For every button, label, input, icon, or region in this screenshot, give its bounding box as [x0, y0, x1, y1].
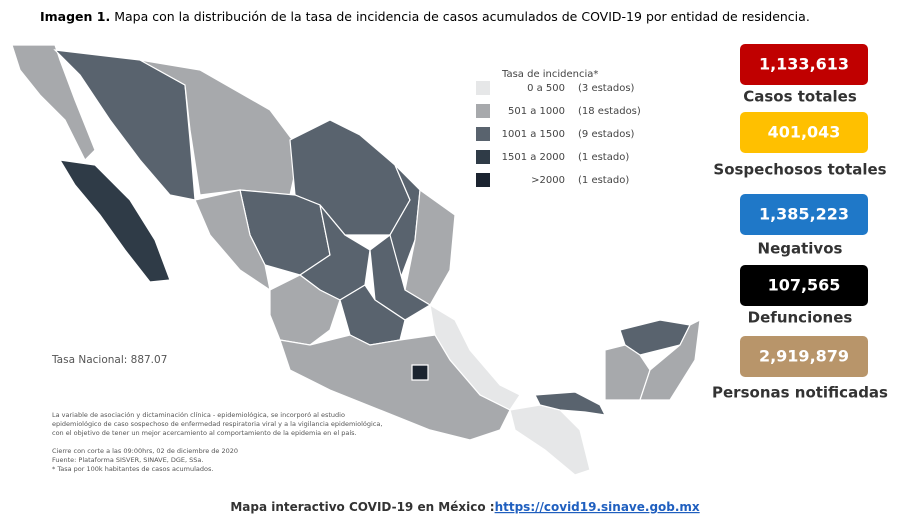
legend-swatch [476, 104, 490, 118]
stat-label: Defunciones [748, 309, 853, 327]
legend-range: >2000 [531, 175, 565, 186]
stat-value: 2,919,879 [759, 347, 849, 366]
header-label: Imagen 1. [40, 9, 110, 24]
legend-range: 501 a 1000 [508, 106, 565, 117]
legend: Tasa de incidencia* 0 a 500 (3 estados) 50… [476, 69, 641, 187]
footer-text: Mapa interactivo COVID-19 en México : [230, 500, 494, 514]
state [58, 159, 171, 283]
legend-swatch [476, 127, 490, 141]
stat-label: Casos totales [743, 88, 857, 106]
note: Cierre con corte a las 09:00hrs, 02 de d… [52, 447, 238, 455]
legend-count: (1 estado) [578, 152, 629, 163]
stat-label: Sospechosos totales [713, 161, 886, 179]
stat-box [740, 194, 868, 235]
legend-count: (3 estados) [578, 83, 635, 94]
state [411, 364, 429, 381]
national-rate: Tasa Nacional: 887.07 [51, 354, 167, 366]
stat-box [740, 44, 868, 85]
map [11, 44, 701, 476]
state [269, 274, 341, 346]
stats: 1,133,613 Casos totales 401,043 Sospechosos… [712, 44, 888, 402]
stat-label: Personas notificadas [712, 384, 888, 402]
legend-swatch [476, 150, 490, 164]
stat-value: 401,043 [768, 123, 841, 142]
legend-swatch [476, 173, 490, 187]
note: Fuente: Plataforma SISVER, SINAVE, DGE, … [52, 456, 203, 464]
footer-link[interactable]: https://covid19.sinave.gob.mx [495, 500, 700, 514]
stat-value: 1,385,223 [759, 205, 849, 224]
note: epidemiológico de caso sospechoso de enf… [52, 420, 382, 428]
legend-count: (9 estados) [578, 129, 635, 140]
state [279, 334, 511, 441]
state [534, 391, 607, 416]
note: * Tasa por 100k habitantes de casos acum… [52, 465, 213, 473]
legend-range: 1001 a 1500 [502, 129, 565, 140]
footer: Mapa interactivo COVID-19 en México :htt… [230, 500, 700, 514]
state [639, 318, 701, 401]
legend-count: (18 estados) [578, 106, 641, 117]
stat-box [740, 265, 868, 306]
legend-count: (1 estado) [578, 175, 629, 186]
note: La variable de asociación y dictaminació… [52, 411, 345, 419]
legend-swatch [476, 81, 490, 95]
stat-box [740, 112, 868, 153]
state [194, 189, 271, 292]
legend-title: Tasa de incidencia* [501, 69, 598, 80]
note: con el objetivo de tener un mejor acerca… [52, 429, 357, 437]
stat-value: 1,133,613 [759, 55, 849, 74]
stat-box [740, 336, 868, 377]
state [509, 404, 591, 476]
stat-value: 107,565 [768, 276, 841, 295]
legend-range: 1501 a 2000 [502, 152, 565, 163]
legend-range: 0 a 500 [527, 83, 565, 94]
notes: La variable de asociación y dictaminació… [52, 411, 382, 473]
header: Imagen 1. Mapa con la distribución de la… [40, 9, 810, 24]
header-title: Mapa con la distribución de la tasa de i… [114, 9, 810, 24]
stat-label: Negativos [758, 240, 843, 258]
